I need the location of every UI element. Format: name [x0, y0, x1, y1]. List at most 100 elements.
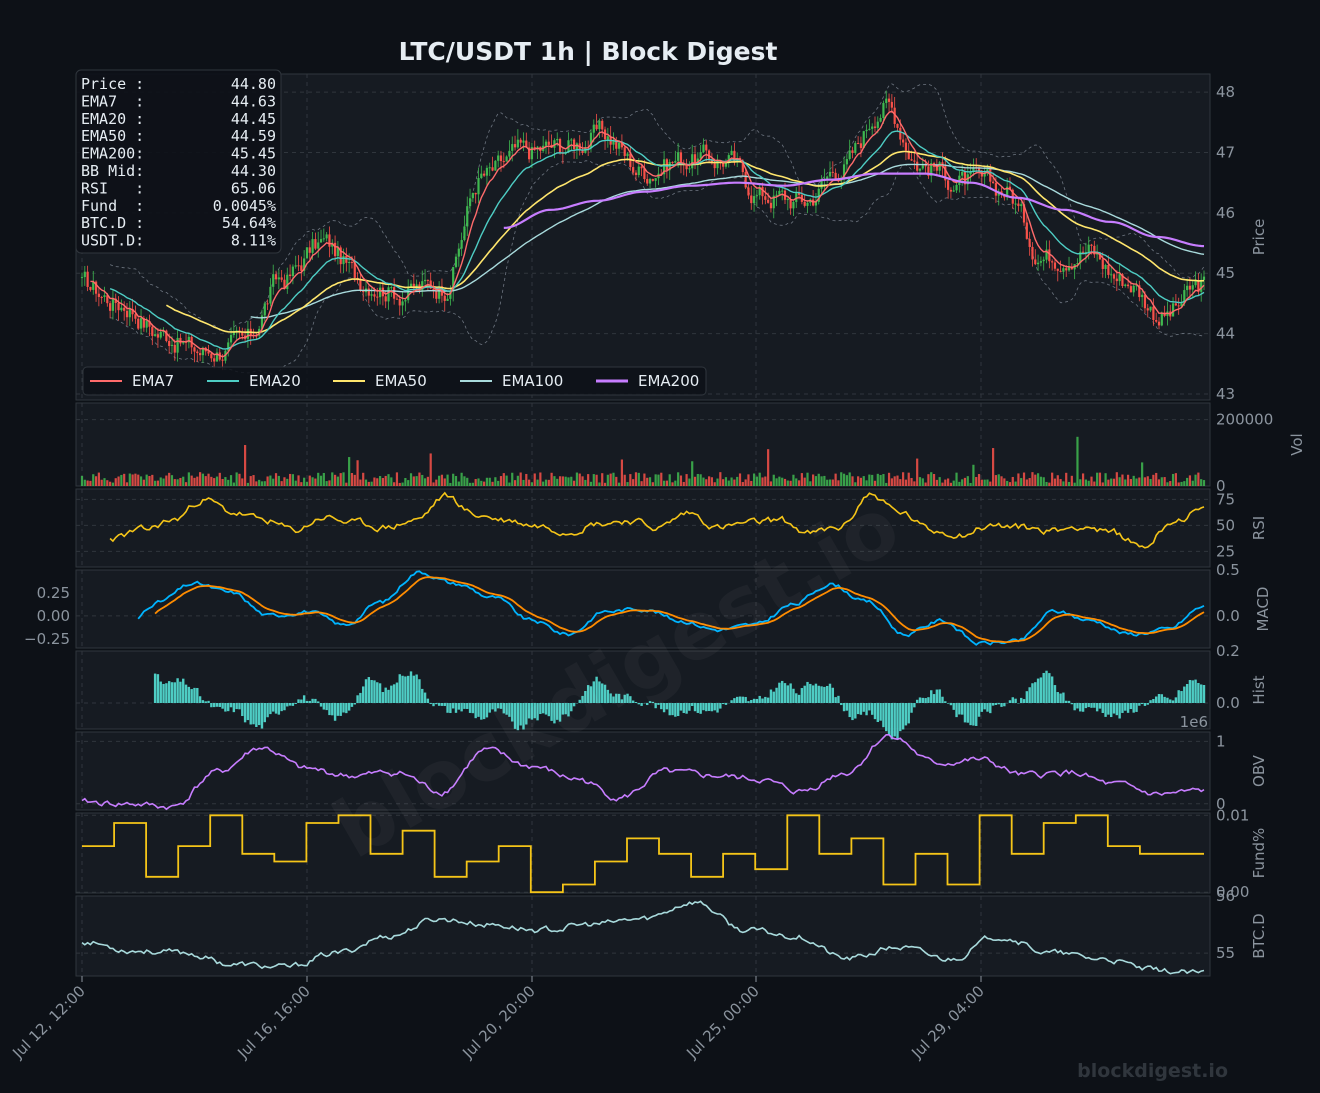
candle-body [457, 248, 460, 257]
hist-bar [409, 671, 413, 703]
hist-bar [795, 693, 798, 703]
volume-bar [617, 482, 621, 486]
volume-bar [241, 478, 244, 486]
ytick-price-2: 46 [1216, 204, 1235, 222]
volume-bar [646, 477, 649, 486]
candle-body [1183, 290, 1186, 304]
volume-bar [272, 478, 275, 486]
hist-bar [851, 703, 854, 721]
hist-bar [803, 685, 806, 703]
hist-bar [547, 703, 550, 717]
volume-bar [362, 472, 365, 486]
volume-bar [252, 475, 255, 486]
ylabel-btcd: BTC.D [1250, 913, 1268, 958]
hist-bar [156, 674, 160, 703]
hist-bar [761, 698, 764, 703]
hist-bar [741, 696, 745, 703]
hist-bar [747, 701, 750, 703]
hist-bar [494, 703, 497, 712]
candle-body [741, 160, 744, 173]
volume-bar [845, 475, 848, 486]
candle-body [1039, 261, 1043, 263]
hist-bar [1081, 703, 1085, 712]
candle-body [654, 178, 657, 181]
hist-bar [530, 703, 534, 720]
candle-body [834, 172, 837, 180]
volume-bar [1155, 472, 1158, 486]
hist-bar [876, 703, 880, 723]
hist-bar [1031, 683, 1034, 703]
candle-body [702, 144, 705, 153]
hist-bar [421, 688, 424, 703]
ylabel-rsi: RSI [1250, 516, 1268, 540]
candle-body [713, 163, 716, 169]
hist-bar [651, 701, 655, 703]
candle-body [516, 139, 519, 148]
volume-bar [1152, 474, 1155, 486]
xtick-label-3: Jul 25, 00:00 [682, 982, 762, 1062]
volume-bar [1087, 480, 1090, 486]
hist-bar [297, 699, 300, 703]
hist-bar [561, 703, 565, 715]
candle-body [179, 337, 182, 344]
hist-bar [901, 703, 905, 730]
candle-body [814, 201, 818, 206]
candle-body [991, 181, 995, 184]
candle-body [924, 165, 927, 167]
volume-bar [955, 472, 958, 486]
volume-bar [910, 478, 913, 486]
candle-body [1031, 246, 1034, 260]
candle-body [677, 152, 680, 161]
hist-bar [423, 692, 427, 703]
candle-body [857, 143, 860, 145]
candle-body [111, 298, 115, 311]
candle-body [972, 167, 975, 172]
hist-bar [932, 694, 936, 703]
hist-bar [873, 703, 877, 720]
candle-body [232, 331, 235, 335]
candle-body [317, 242, 320, 249]
candle-body [201, 347, 205, 356]
volume-bar [502, 473, 505, 486]
volume-bar [865, 480, 868, 486]
candle-body [407, 286, 410, 301]
volume-bar [941, 482, 944, 486]
hist-bar [907, 703, 910, 724]
volume-bar [1183, 481, 1186, 486]
volume-bar [1107, 479, 1110, 486]
hist-bar [201, 700, 205, 703]
hist-bar [305, 700, 309, 703]
hist-bar [359, 692, 362, 703]
candle-body [730, 150, 733, 156]
candle-body [362, 290, 365, 293]
candle-body [109, 303, 112, 311]
volume-bar [958, 481, 961, 486]
hist-bar [733, 698, 736, 703]
hist-bar [752, 698, 756, 703]
hist-bar [1076, 703, 1079, 709]
volume-bar [826, 479, 829, 486]
candle-body [792, 201, 795, 209]
volume-bar [693, 476, 697, 486]
volume-bar [750, 480, 753, 486]
volume-bar [558, 476, 562, 486]
candle-body [519, 139, 522, 143]
candle-body [221, 359, 224, 361]
volume-bar [904, 479, 908, 486]
candle-body [1138, 285, 1141, 298]
volume-bar [1104, 473, 1107, 486]
hist-bar [381, 692, 385, 703]
candle-body [1174, 303, 1177, 306]
hist-bar [646, 703, 649, 706]
candle-body [142, 318, 145, 328]
candle-body [1056, 268, 1059, 271]
hist-bar [899, 703, 902, 732]
hist-bar [679, 703, 683, 711]
hist-bar [750, 700, 753, 703]
volume-bar [961, 479, 964, 486]
volume-bar [643, 473, 646, 486]
candle-body [1093, 245, 1096, 255]
volume-bar [575, 472, 579, 486]
volume-bar [1020, 478, 1023, 486]
volume-bar [395, 472, 399, 486]
